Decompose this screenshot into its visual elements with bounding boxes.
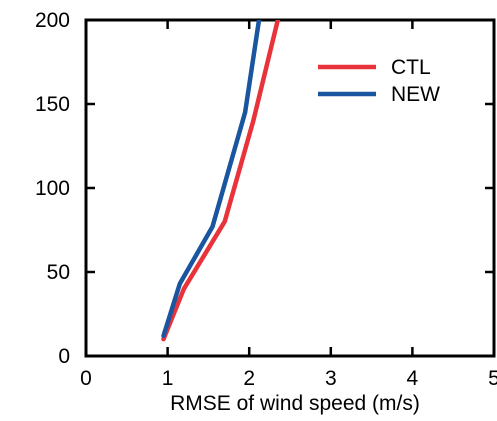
legend-label-new: NEW <box>391 83 440 106</box>
legend: CTL NEW <box>318 56 440 106</box>
x-tick-label: 1 <box>162 367 174 390</box>
x-tick-label: 0 <box>80 367 92 390</box>
legend-label-ctl: CTL <box>391 56 431 79</box>
y-tick-label: 50 <box>47 261 70 284</box>
series-line-ctl <box>161 20 281 342</box>
x-tick-label: 2 <box>243 367 255 390</box>
labels-layer: 0 50 100 150 200 0 1 2 3 4 5 RMSE of wind speed (m/… <box>35 9 497 415</box>
y-tick-label: 200 <box>35 9 70 32</box>
plot-frame <box>84 18 496 358</box>
x-axis-title: RMSE of wind speed (m/s) <box>170 392 420 415</box>
x-tick-label: 5 <box>488 367 497 390</box>
x-tick-label: 4 <box>407 367 419 390</box>
series-layer <box>161 20 281 342</box>
y-tick-label: 150 <box>35 93 70 116</box>
series-line-new <box>161 20 262 339</box>
y-tick-label: 0 <box>58 345 70 368</box>
x-tick-label: 3 <box>325 367 337 390</box>
y-tick-label: 100 <box>35 177 70 200</box>
axes <box>84 18 496 358</box>
